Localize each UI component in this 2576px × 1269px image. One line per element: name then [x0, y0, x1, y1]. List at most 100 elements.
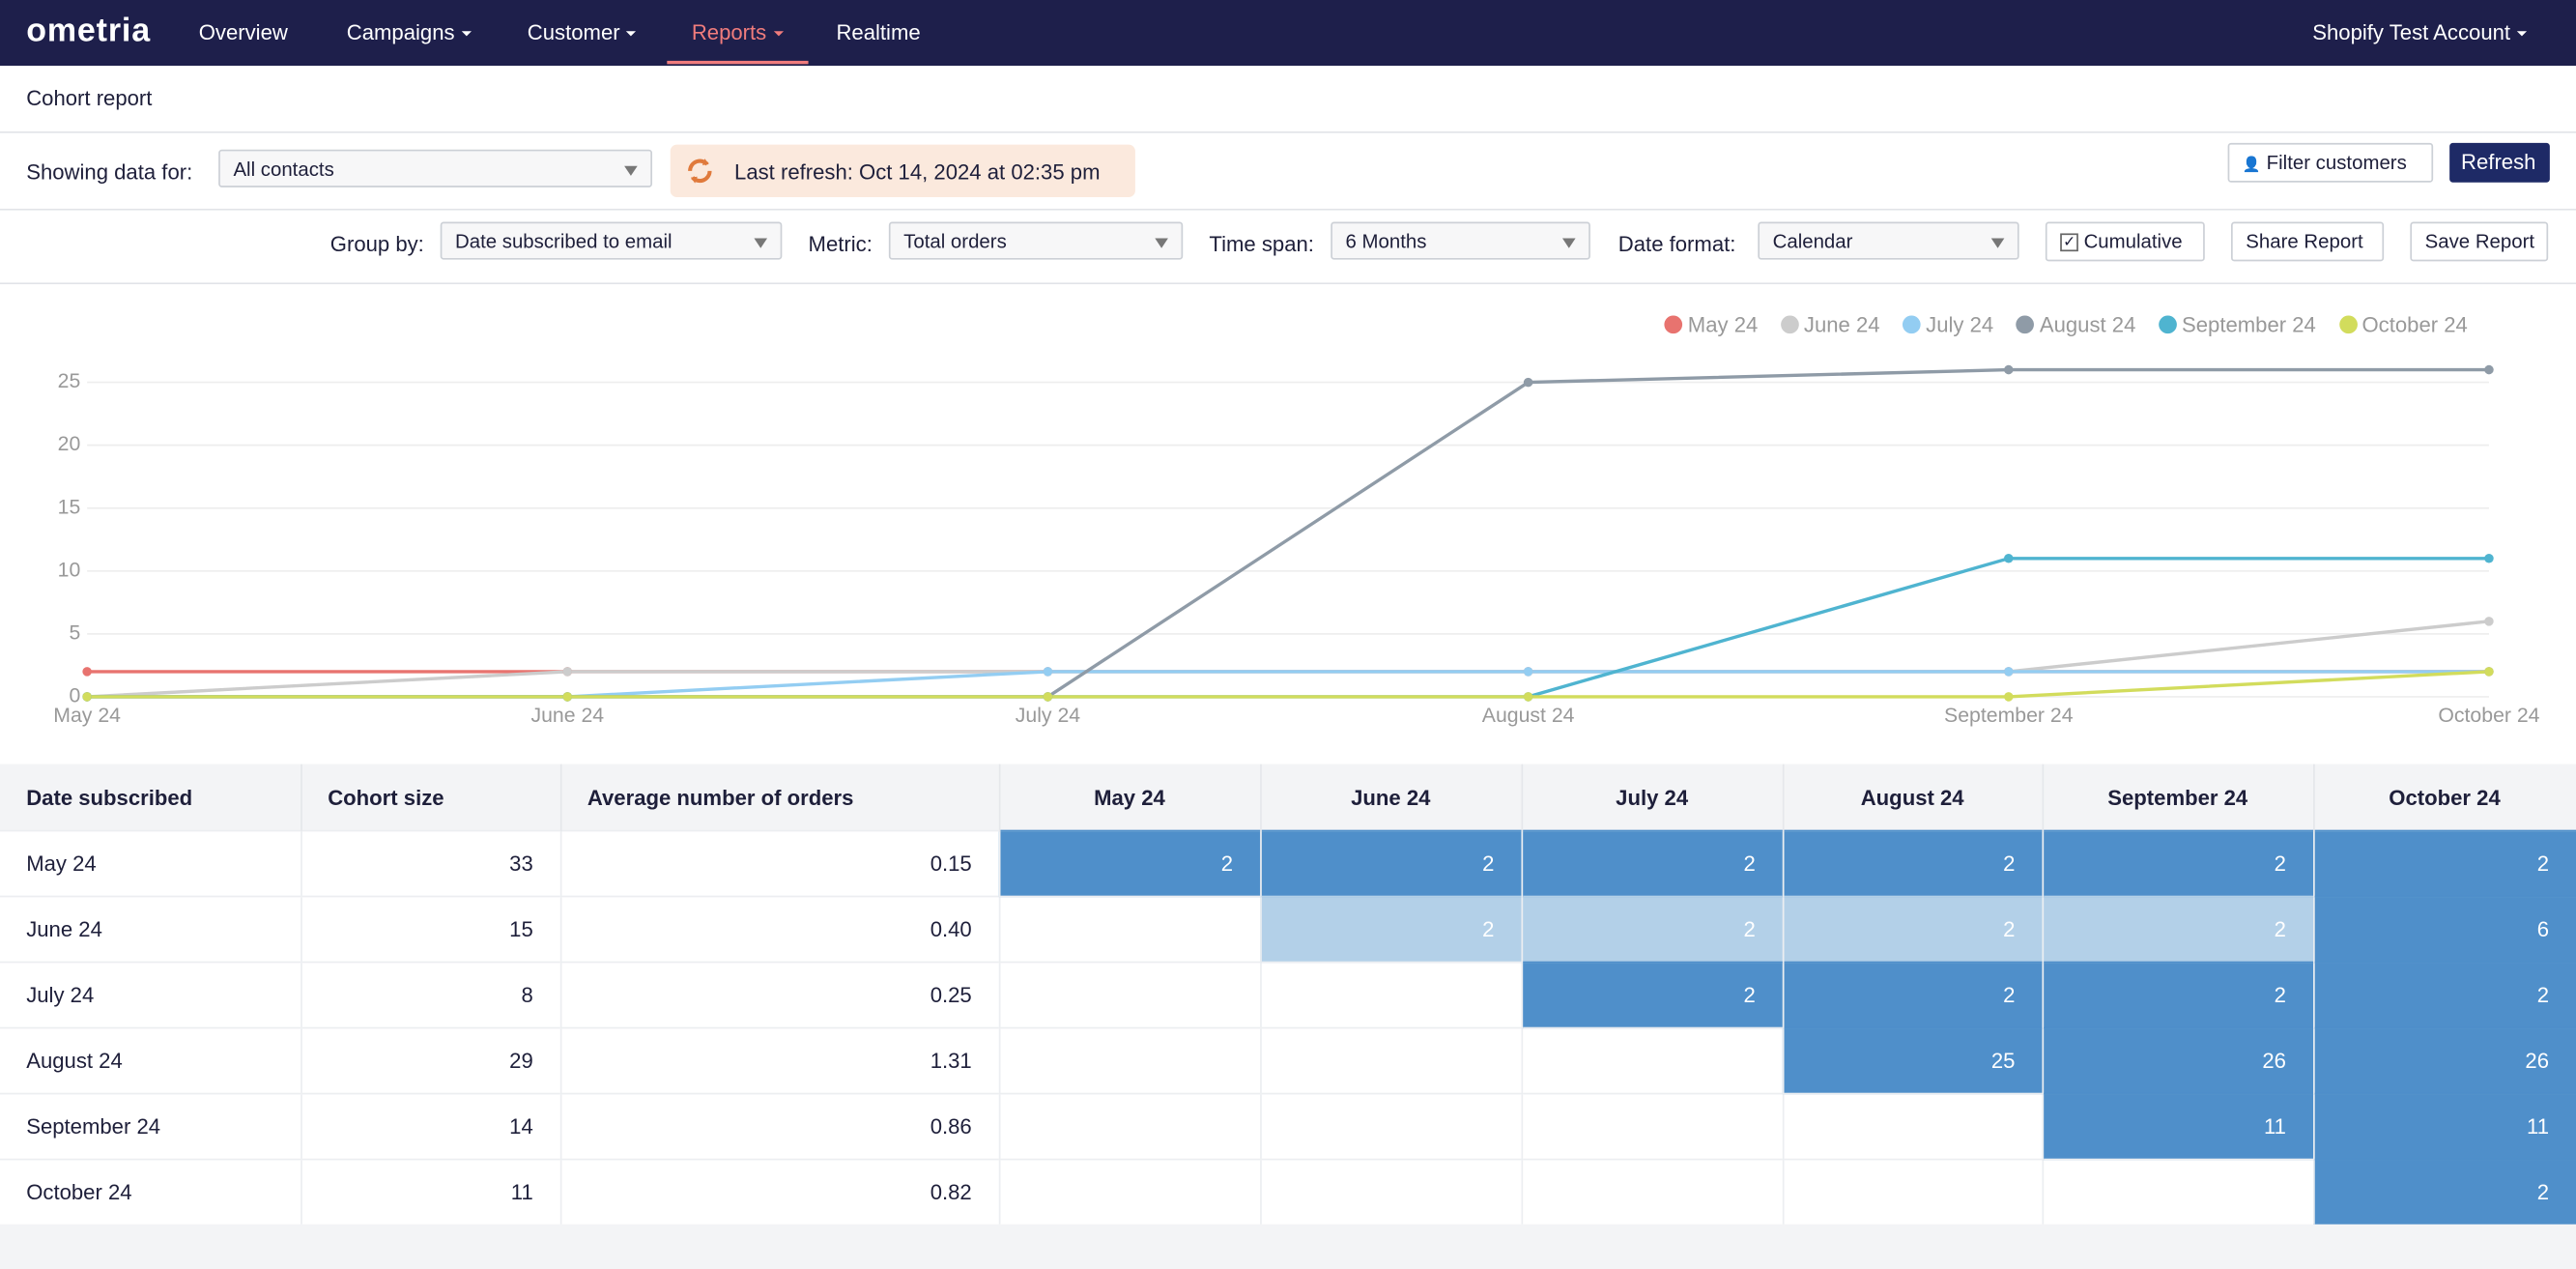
- legend: May 24 June 24 July 24 August 24 September 2…: [1664, 312, 2468, 337]
- data-point: [1523, 377, 1533, 388]
- column-header: July 24: [1521, 764, 1784, 831]
- heat-cell: 2: [2313, 1158, 2576, 1225]
- table-row: August 24 29 1.31 25 26 26: [0, 1026, 2576, 1094]
- column-header: May 24: [998, 764, 1261, 831]
- heat-cell: 26: [2042, 1026, 2314, 1094]
- heat-cell: 2: [1782, 829, 2044, 897]
- x-tick-label: October 24: [2438, 704, 2539, 727]
- table-cell: July 24: [0, 961, 302, 1028]
- heat-cell: [1260, 1026, 1523, 1094]
- legend-swatch: [1781, 315, 1799, 334]
- filter-button[interactable]: 👤 Filter customers: [2227, 142, 2434, 183]
- refresh-icon: [688, 159, 712, 184]
- y-tick-label: 0: [69, 684, 80, 707]
- heat-cell: [1521, 1158, 1784, 1225]
- legend-item[interactable]: July 24: [1903, 312, 1993, 337]
- table-cell: 0.40: [559, 895, 1000, 963]
- heat-cell: 2: [1521, 961, 1784, 1028]
- data-point: [2484, 364, 2494, 375]
- nav-item[interactable]: Customer: [528, 19, 637, 44]
- table-cell: October 24: [0, 1158, 302, 1225]
- heat-cell: [1782, 1092, 2044, 1160]
- label: Metric:: [808, 231, 873, 257]
- refresh-text: Last refresh: Oct 14, 2024 at 02:35 pm: [734, 159, 1101, 185]
- x-tick-label: May 24: [53, 704, 121, 727]
- select[interactable]: All contacts: [218, 149, 653, 187]
- table-cell: 0.15: [559, 829, 1000, 897]
- data-point: [1523, 667, 1533, 677]
- legend-swatch: [1903, 315, 1922, 334]
- legend-item[interactable]: September 24: [2159, 312, 2316, 337]
- heat-cell: 11: [2313, 1092, 2576, 1160]
- refresh-button[interactable]: Refresh: [2449, 142, 2550, 183]
- heat-cell: 2: [1260, 829, 1523, 897]
- label: Date format:: [1617, 231, 1736, 257]
- series-line: [87, 367, 2489, 699]
- heat-cell: 2: [1521, 895, 1784, 963]
- logo[interactable]: ometria: [26, 13, 152, 50]
- account-menu[interactable]: Shopify Test Account: [2312, 19, 2527, 44]
- data-point: [562, 667, 573, 677]
- select[interactable]: Date subscribed to email: [440, 221, 783, 260]
- checkbox[interactable]: ✓: [2060, 234, 2078, 252]
- data-point: [82, 667, 92, 677]
- cumulative-toggle[interactable]: ✓ Cumulative: [2045, 221, 2205, 262]
- column-header: Date subscribed: [0, 764, 302, 831]
- table-cell: September 24: [0, 1092, 302, 1160]
- checkbox-label: Cumulative: [2083, 230, 2183, 253]
- nav-item[interactable]: Reports: [667, 19, 808, 65]
- table-head: Date subscribed Cohort size Average number…: [0, 764, 2576, 831]
- cohort-table: Date subscribed Cohort size Average number…: [0, 764, 2576, 1225]
- data-point: [2004, 554, 2014, 563]
- heat-cell: 2: [1521, 829, 1784, 897]
- share-button[interactable]: Share Report: [2231, 221, 2385, 262]
- heat-cell: 2: [2042, 961, 2314, 1028]
- heat-cell: [1521, 1026, 1784, 1094]
- data-point: [1523, 692, 1533, 702]
- header-row: Date subscribed Cohort size Average number…: [0, 764, 2576, 831]
- table-cell: May 24: [0, 829, 302, 897]
- label: Group by:: [329, 231, 424, 257]
- select[interactable]: 6 Months: [1331, 221, 1590, 260]
- legend-swatch: [2159, 315, 2177, 334]
- heat-cell: [2042, 1158, 2314, 1225]
- legend-label: August 24: [2039, 312, 2136, 337]
- table-row: September 24 14 0.86 11 11: [0, 1092, 2576, 1160]
- table-cell: 29: [301, 1026, 561, 1094]
- heat-cell: 2: [1782, 895, 2044, 963]
- series-line: [87, 557, 2489, 699]
- data-point: [2004, 667, 2014, 677]
- legend-swatch: [1664, 315, 1683, 334]
- refresh-status: Last refresh: Oct 14, 2024 at 02:35 pm: [670, 144, 1135, 198]
- nav-item[interactable]: Campaigns: [347, 19, 472, 44]
- select[interactable]: Total orders: [888, 221, 1184, 260]
- heat-cell: 2: [1782, 961, 2044, 1028]
- table-cell: 8: [301, 961, 561, 1028]
- y-tick-label: 25: [58, 369, 81, 392]
- legend-item[interactable]: August 24: [2017, 312, 2135, 337]
- legend-swatch: [2338, 315, 2358, 334]
- table-body: May 24 33 0.15 2 2 2 2 2 2 June 24 15 0.40 2 2 2 2 6 July…: [0, 829, 2576, 1225]
- legend-swatch: [2017, 315, 2035, 334]
- data-point: [2484, 617, 2494, 626]
- legend-item[interactable]: May 24: [1664, 312, 1759, 337]
- y-tick-label: 20: [58, 432, 81, 455]
- data-point: [2484, 554, 2494, 563]
- heat-cell: 2: [2042, 895, 2314, 963]
- legend-item[interactable]: June 24: [1781, 312, 1880, 337]
- nav-item[interactable]: Overview: [198, 19, 288, 44]
- legend-label: June 24: [1803, 312, 1880, 337]
- label: Time span:: [1209, 231, 1314, 257]
- heat-cell: 2: [2313, 961, 2576, 1028]
- select[interactable]: Calendar: [1758, 221, 2019, 260]
- legend-item[interactable]: October 24: [2338, 312, 2468, 337]
- nav-item[interactable]: Realtime: [836, 19, 921, 44]
- heat-cell: 2: [2042, 829, 2314, 897]
- table-cell: 33: [301, 829, 561, 897]
- top-nav: ometria Overview Campaigns Customer Repo…: [0, 0, 2576, 67]
- table-cell: 0.86: [559, 1092, 1000, 1160]
- chart: 0 5 10 15 20 25 May 24 June 24 July 24 August 24 S…: [53, 364, 2540, 727]
- legend-label: May 24: [1687, 312, 1759, 337]
- table-row: July 24 8 0.25 2 2 2 2: [0, 961, 2576, 1028]
- save-button[interactable]: Save Report: [2410, 221, 2549, 262]
